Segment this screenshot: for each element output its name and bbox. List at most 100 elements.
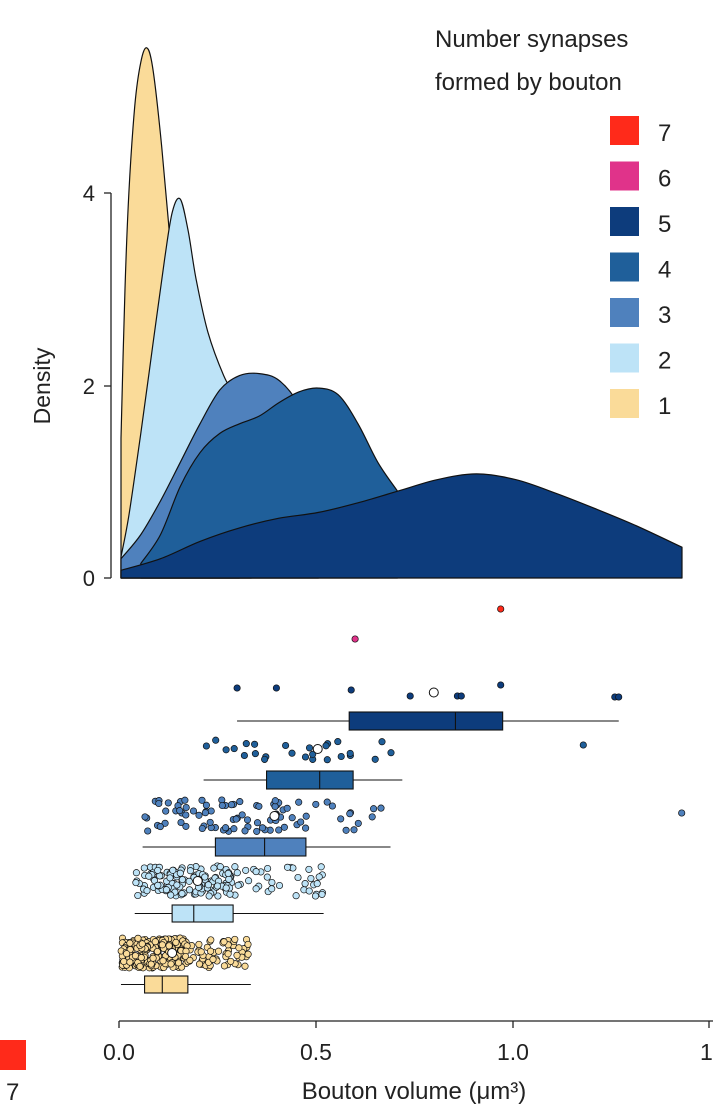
strip-point-series-2 (245, 877, 253, 885)
outlier-point-series-4 (579, 741, 587, 749)
strip-point-series-3 (218, 801, 226, 810)
strip-point-series-3 (182, 811, 190, 819)
density-panel: 0 2 4 Density (29, 47, 683, 591)
strip-point-series-4 (323, 756, 331, 764)
strip-point-series-1 (227, 957, 235, 965)
strip-point-series-4 (305, 744, 314, 752)
legend: Number synapses formed by bouton 7 6 5 4 3 2 1 (435, 26, 671, 420)
strip-point-series-1 (233, 951, 241, 959)
strip-point-series-3 (255, 802, 263, 810)
strip-point-series-4 (337, 752, 345, 761)
strip-point-series-3 (198, 824, 206, 833)
strip-point-series-1 (244, 950, 252, 958)
outlier-point-series-5 (347, 686, 355, 694)
strip-point-series-3 (258, 824, 267, 832)
strip-point-series-3 (253, 819, 262, 827)
strip-point-series-4 (378, 738, 386, 746)
strip-point-series-2 (145, 872, 153, 880)
strip-point-series-3 (323, 798, 331, 806)
legend-label-3: 3 (658, 302, 671, 329)
strip-point-series-1 (244, 940, 252, 948)
strip-point-series-1 (126, 939, 134, 947)
strip-point-series-2 (317, 863, 325, 871)
box-series-2 (171, 904, 234, 923)
strip-point-series-2 (140, 864, 148, 872)
strip-point-series-4 (309, 750, 317, 758)
legend-label-6: 6 (658, 166, 671, 193)
strip-point-series-4 (251, 750, 259, 758)
strip-point-series-2 (178, 876, 186, 884)
strip-point-series-2 (154, 881, 162, 889)
box-series-4 (266, 770, 354, 790)
strip-point-series-3 (295, 798, 303, 806)
strip-point-series-2 (263, 873, 271, 881)
strip-point-series-3 (241, 827, 249, 835)
strip-point-series-3 (161, 819, 169, 827)
cutoff-legend-swatch (0, 1040, 26, 1070)
strip-point-series-3 (189, 807, 198, 815)
strip-point-series-2 (132, 869, 140, 877)
strip-point-series-2 (169, 866, 177, 874)
strip-point-series-1 (137, 954, 145, 962)
strip-point-series-3 (164, 799, 172, 807)
strip-point-series-2 (305, 865, 313, 873)
strip-point-series-1 (224, 950, 232, 958)
strip-point-series-1 (241, 962, 249, 970)
legend-swatch-5 (610, 207, 639, 236)
outlier-point-series-5 (272, 684, 280, 692)
strip-points (117, 605, 686, 972)
strip-point-series-1 (235, 944, 243, 952)
strip-point-series-1 (136, 962, 144, 970)
strip-point-series-3 (297, 818, 305, 826)
strip-point-series-3 (354, 819, 362, 827)
strip-point-series-1 (131, 952, 139, 960)
strip-point-series-3 (271, 797, 279, 805)
strip-point-series-1 (123, 950, 131, 958)
outlier-point-series-5 (406, 692, 414, 700)
strip-point-series-1 (197, 948, 205, 956)
mean-marker-series-5 (428, 687, 439, 698)
strip-point-series-4 (251, 740, 259, 748)
strip-point-series-3 (232, 815, 240, 823)
strip-point-series-1 (159, 957, 167, 965)
box-series-3 (214, 837, 307, 857)
strip-point-series-2 (231, 863, 239, 871)
strip-point-series-1 (134, 934, 142, 942)
strip-point-series-2 (315, 873, 323, 881)
strip-point-series-2 (154, 866, 162, 874)
strip-point-series-1 (207, 936, 215, 944)
strip-point-series-3 (238, 811, 246, 819)
strip-point-series-3 (227, 801, 236, 809)
strip-point-series-2 (134, 891, 142, 900)
strip-point-series-3 (370, 805, 378, 813)
strip-point-series-2 (205, 892, 213, 900)
mean-marker-series-1 (167, 948, 178, 958)
outlier-point-series-5 (615, 693, 623, 701)
strip-point-series-3 (202, 801, 210, 809)
strip-point-series-2 (233, 869, 241, 877)
strip-point-series-4 (387, 749, 395, 757)
strip-point-series-4 (242, 740, 250, 748)
strip-point-series-2 (294, 873, 302, 882)
strip-point-series-2 (252, 868, 260, 876)
strip-point-series-1 (220, 962, 228, 970)
strip-point-series-2 (301, 880, 309, 888)
strip-point-series-2 (214, 892, 222, 900)
strip-point-series-4 (322, 742, 330, 750)
legend-swatch-3 (610, 298, 639, 327)
legend-swatch-2 (610, 343, 639, 373)
strip-point-series-3 (280, 823, 288, 831)
legend-swatch-4 (610, 252, 639, 282)
legend-swatch-1 (610, 389, 639, 418)
outlier-point-series-3 (678, 809, 686, 817)
strip-point-series-1 (215, 947, 223, 955)
strip-point-series-2 (313, 880, 321, 888)
density-area-series-5 (120, 473, 683, 579)
strip-point-series-4 (230, 745, 238, 753)
strip-point-series-3 (337, 815, 345, 823)
strip-point-series-4 (334, 738, 342, 746)
volume-x-axis-label: Bouton volume (μm³) (302, 1078, 527, 1105)
strip-point-series-2 (173, 881, 181, 889)
strip-point-series-3 (155, 799, 163, 808)
